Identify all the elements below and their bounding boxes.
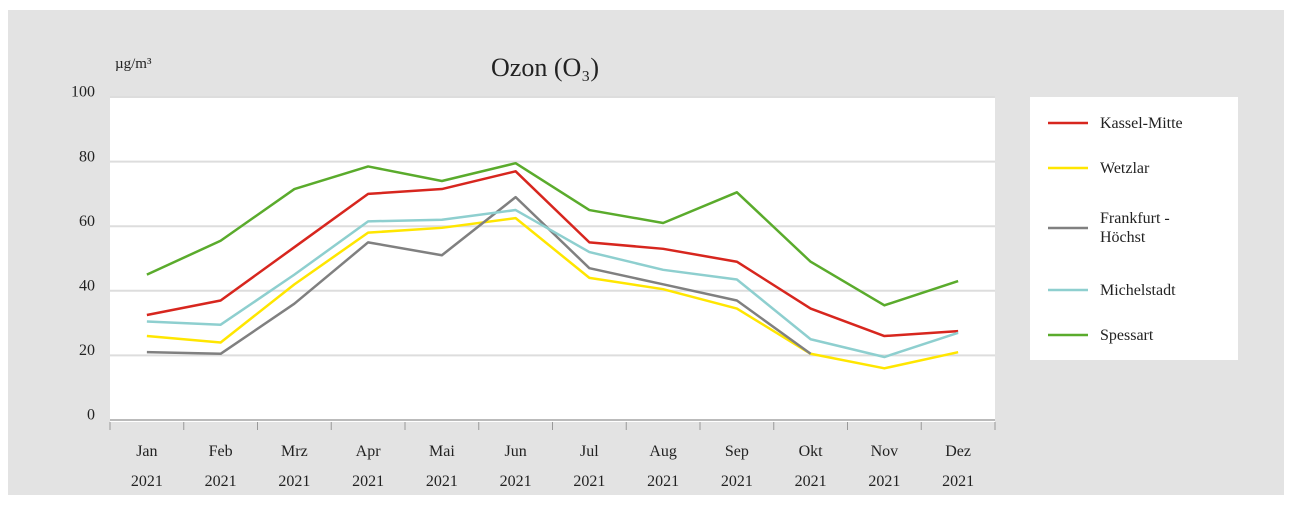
x-tick-label: 2021 — [426, 473, 458, 490]
x-tick-label: Jan — [136, 443, 157, 460]
y-tick-label: 80 — [79, 148, 95, 165]
x-tick-label: Mai — [429, 443, 455, 460]
x-tick-label: 2021 — [647, 473, 679, 490]
series-line — [146, 170, 959, 338]
x-tick-label: 2021 — [131, 473, 163, 490]
y-tick-label: 60 — [79, 213, 95, 230]
series-line — [146, 216, 959, 370]
y-axis-label: µg/m³ — [115, 56, 152, 72]
x-tick-label: 2021 — [500, 473, 532, 490]
x-tick-label: 2021 — [721, 473, 753, 490]
x-tick-label: 2021 — [795, 473, 827, 490]
x-tick-label: Apr — [356, 443, 382, 460]
x-tick-label: 2021 — [868, 473, 900, 490]
legend-label: Michelstadt — [1100, 281, 1176, 299]
series-line — [146, 161, 959, 307]
x-tick-label: 2021 — [205, 473, 237, 490]
y-tick-label: 100 — [71, 84, 95, 101]
x-tick-label: Nov — [871, 443, 899, 460]
x-tick-label: Mrz — [281, 443, 308, 460]
series-line — [146, 208, 959, 359]
series-line — [146, 195, 812, 356]
x-tick-label: Okt — [799, 443, 824, 460]
x-tick-label: Feb — [209, 443, 233, 460]
x-tick-label: 2021 — [573, 473, 605, 490]
x-tick-label: Sep — [725, 443, 749, 460]
legend-label: Spessart — [1100, 326, 1154, 344]
x-tick-label: 2021 — [278, 473, 310, 490]
plot-area — [110, 97, 995, 422]
y-tick-label: 20 — [79, 342, 95, 359]
x-tick-label: Jun — [505, 443, 527, 460]
legend-label: Wetzlar — [1100, 159, 1150, 177]
y-tick-label: 40 — [79, 277, 95, 294]
x-tick-label: Dez — [945, 443, 971, 460]
legend-label: Kassel-Mitte — [1100, 114, 1183, 132]
x-tick-label: 2021 — [352, 473, 384, 490]
legend-label: Frankfurt - Höchst — [1100, 210, 1170, 246]
y-tick-label: 0 — [87, 407, 95, 424]
chart-title: Ozon (O₃) — [491, 53, 599, 82]
x-tick-label: Aug — [649, 443, 677, 460]
x-tick-label: 2021 — [942, 473, 974, 490]
x-tick-label: Jul — [580, 443, 599, 460]
